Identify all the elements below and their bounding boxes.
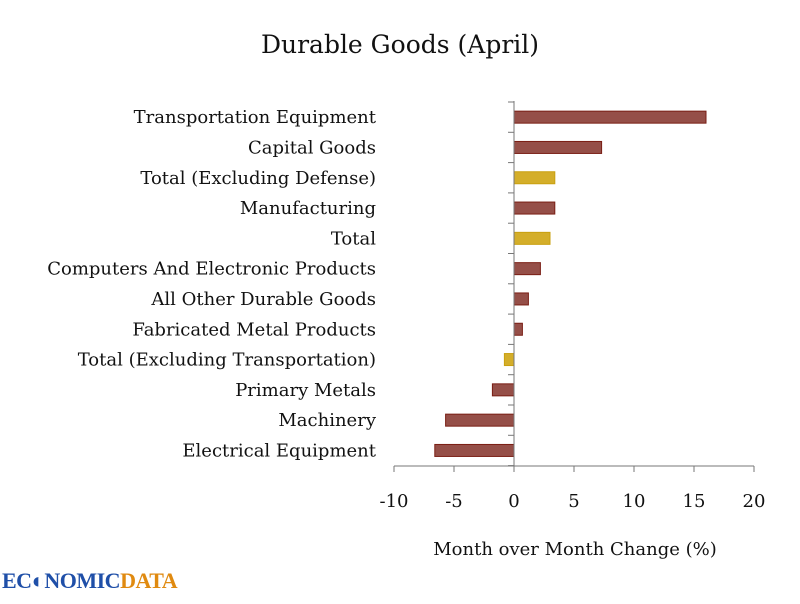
category-label: Computers And Electronic Products [47, 259, 376, 280]
bar-9 [491, 383, 515, 397]
economicdata-logo: EC◐NOMICDATA [2, 568, 178, 593]
bar-0 [513, 110, 707, 124]
x-tick-label: -5 [445, 491, 463, 512]
category-label: Total (Excluding Transportation) [78, 350, 376, 371]
category-label: Electrical Equipment [182, 440, 376, 461]
x-axis-label: Month over Month Change (%) [433, 539, 717, 560]
x-tick-label: -10 [380, 491, 409, 512]
bar-10 [445, 413, 515, 427]
bar-3 [513, 201, 556, 215]
category-label: Transportation Equipment [134, 107, 377, 128]
bar-11 [434, 443, 515, 457]
chart-title: Durable Goods (April) [261, 30, 539, 59]
x-tick-label: 10 [623, 491, 646, 512]
bar-2 [513, 171, 556, 185]
category-label: Fabricated Metal Products [132, 319, 376, 340]
bar-1 [513, 140, 603, 154]
bar-4 [513, 231, 551, 245]
category-label: Manufacturing [240, 198, 376, 219]
category-label: Primary Metals [235, 380, 376, 401]
x-tick-label: 0 [508, 491, 519, 512]
x-tick-label: 15 [683, 491, 706, 512]
category-label: Total (Excluding Defense) [140, 168, 376, 189]
bar-8 [503, 353, 515, 367]
category-label: Capital Goods [248, 137, 376, 158]
category-label: All Other Durable Goods [150, 289, 376, 310]
bar-6 [513, 292, 529, 306]
x-tick-label: 20 [743, 491, 766, 512]
bar-5 [513, 262, 541, 276]
category-label: Total [331, 228, 376, 249]
category-label: Machinery [278, 410, 376, 431]
bar-7 [513, 322, 523, 336]
x-tick-label: 5 [568, 491, 579, 512]
